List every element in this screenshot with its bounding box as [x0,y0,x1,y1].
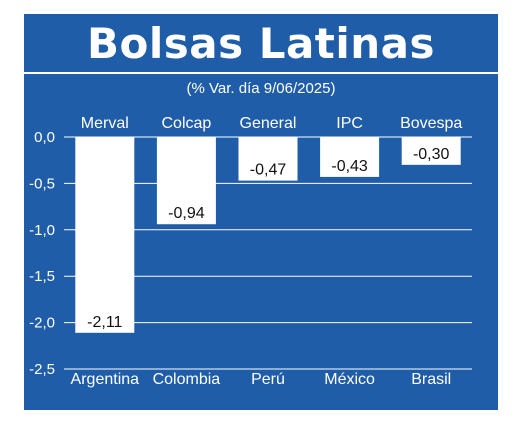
index-label: Bovespa [400,115,462,132]
bar [238,137,298,181]
category-label: Brasil [411,371,451,388]
category-label: Argentina [71,371,140,388]
bar [156,137,216,225]
data-label: -0,30 [413,146,450,163]
title-divider [24,72,498,74]
category-label: Perú [251,371,285,388]
index-label: Merval [81,115,129,132]
chart-frame: Bolsas Latinas (% Var. día 9/06/2025) 0,… [24,14,498,410]
index-label: IPC [336,115,363,132]
category-label: Colombia [153,371,221,388]
data-label: -0,47 [250,162,287,179]
data-label: -0,43 [331,158,368,175]
index-label: Colcap [161,115,211,132]
y-tick-label: 0,0 [34,129,55,146]
bar [75,137,135,333]
chart-title: Bolsas Latinas [86,18,436,68]
category-label: México [324,371,375,388]
bar [401,137,461,165]
data-label: -0,94 [168,205,205,222]
bar-chart: 0,0 -0,5 -1,0 -1,5 -2,0 -2,5 -2,11 Merval Argent… [29,115,472,388]
chart-subtitle: (% Var. día 9/06/2025) [186,80,336,97]
data-label: -2,11 [87,314,122,331]
y-tick-label: -2,0 [29,315,55,332]
y-tick-label: -0,5 [29,175,55,192]
y-tick-label: -1,0 [29,222,55,239]
index-label: General [240,115,297,132]
y-tick-label: -2,5 [29,361,55,378]
y-tick-label: -1,5 [29,268,55,285]
bar [320,137,380,177]
title-bar: Bolsas Latinas [24,14,498,72]
